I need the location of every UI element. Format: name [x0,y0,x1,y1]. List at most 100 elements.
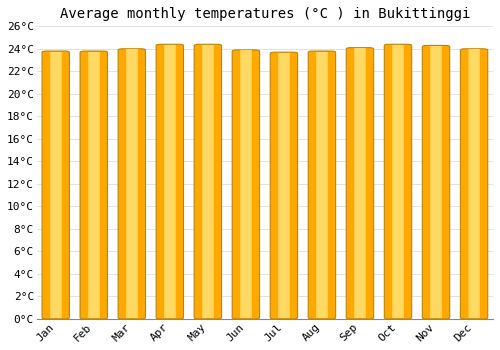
Bar [166,45,173,318]
Bar [240,50,252,318]
Bar [203,45,213,318]
Bar [204,45,212,318]
Bar [50,51,61,318]
Bar [318,51,326,318]
Bar [167,45,172,318]
Bar [470,49,478,318]
Bar [240,50,252,318]
Bar [244,50,248,318]
Bar [356,48,364,318]
Bar [431,46,442,319]
Bar [88,51,100,318]
Bar [316,51,328,318]
FancyBboxPatch shape [42,51,70,319]
Bar [53,51,59,318]
Bar [91,51,96,318]
Bar [166,45,174,318]
Bar [317,51,327,318]
Bar [164,45,176,318]
Bar [318,51,326,318]
Bar [434,46,439,319]
Bar [202,45,214,318]
Bar [204,45,212,318]
Bar [432,46,441,319]
Bar [51,51,60,318]
Bar [126,49,138,318]
Bar [90,51,97,318]
Bar [394,45,402,318]
Bar [89,51,99,318]
FancyBboxPatch shape [422,46,450,319]
Bar [430,46,442,319]
Bar [52,51,59,318]
Bar [320,51,325,318]
Bar [432,46,440,319]
Bar [278,53,290,318]
Bar [318,51,326,318]
Bar [432,46,440,319]
Bar [394,45,402,318]
Bar [127,49,137,318]
Bar [127,49,136,318]
FancyBboxPatch shape [308,51,336,319]
Bar [316,51,328,318]
Bar [128,49,135,318]
Bar [354,48,366,318]
Bar [90,51,98,318]
FancyBboxPatch shape [194,44,222,319]
Bar [165,45,175,318]
Bar [243,50,249,318]
Bar [202,45,213,318]
FancyBboxPatch shape [80,51,108,319]
Bar [128,49,136,318]
Bar [52,51,60,318]
FancyBboxPatch shape [156,44,184,319]
FancyBboxPatch shape [118,49,146,319]
Bar [393,45,404,318]
Bar [470,49,478,318]
Bar [392,45,404,318]
Bar [356,48,365,318]
Bar [282,53,287,318]
Bar [396,45,401,318]
Bar [50,51,62,318]
Bar [280,53,288,318]
Bar [241,50,251,318]
Title: Average monthly temperatures (°C ) in Bukittinggi: Average monthly temperatures (°C ) in Bu… [60,7,470,21]
Bar [395,45,402,318]
Bar [242,50,250,318]
Bar [205,45,211,318]
Bar [356,48,364,318]
FancyBboxPatch shape [346,48,374,319]
Bar [164,45,175,318]
Bar [472,49,477,318]
Bar [471,49,478,318]
FancyBboxPatch shape [270,52,297,319]
Bar [355,48,366,318]
Bar [392,45,404,318]
Bar [126,49,138,318]
Bar [430,46,442,319]
Bar [167,45,173,318]
Bar [278,53,289,318]
Bar [206,45,210,318]
Bar [319,51,326,318]
Bar [468,49,480,318]
Bar [129,49,134,318]
Bar [358,48,363,318]
Bar [470,49,479,318]
Bar [357,48,364,318]
FancyBboxPatch shape [460,49,487,319]
Bar [50,51,62,318]
Bar [90,51,98,318]
Bar [468,49,480,318]
FancyBboxPatch shape [232,50,260,319]
Bar [52,51,60,318]
Bar [280,53,288,318]
Bar [281,53,287,318]
Bar [280,53,287,318]
Bar [242,50,250,318]
Bar [204,45,212,318]
Bar [279,53,289,318]
Bar [128,49,136,318]
